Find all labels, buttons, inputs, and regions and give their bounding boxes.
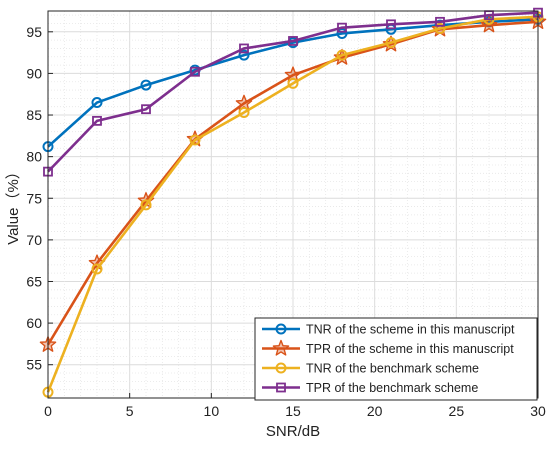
data-point — [92, 115, 102, 126]
y-axis-title: Value（%） — [5, 164, 22, 245]
data-point — [287, 77, 299, 89]
data-point — [91, 97, 103, 109]
y-tick-label: 85 — [26, 107, 42, 123]
data-point — [239, 43, 249, 54]
data-point — [141, 104, 151, 115]
x-tick-label: 10 — [204, 403, 220, 419]
data-point — [385, 37, 397, 49]
legend-marker — [276, 382, 286, 393]
y-tick-label: 55 — [26, 357, 42, 373]
data-point — [190, 66, 200, 77]
data-point — [91, 263, 103, 275]
data-point — [435, 16, 445, 27]
series-line-1 — [47, 18, 539, 148]
x-axis-title: SNR/dB — [266, 423, 320, 440]
series-line-2 — [46, 20, 539, 346]
series-line-3 — [46, 15, 539, 393]
x-tick-label: 30 — [530, 403, 546, 419]
x-tick-label: 5 — [126, 403, 134, 419]
legend-label: TPR of the scheme in this manuscript — [306, 342, 514, 356]
y-tick-label: 75 — [26, 190, 42, 206]
data-point — [238, 49, 250, 61]
y-tick-label: 80 — [26, 149, 42, 165]
legend-label: TNR of the scheme in this manuscript — [306, 323, 515, 337]
legend-marker — [275, 323, 287, 335]
data-point — [434, 22, 446, 34]
legend-marker — [275, 362, 287, 374]
data-point — [235, 94, 253, 111]
data-point — [140, 199, 152, 211]
x-tick-label: 25 — [449, 403, 465, 419]
data-point — [386, 19, 396, 30]
legend: TNR of the scheme in this manuscript TPR … — [254, 317, 538, 401]
data-point — [333, 48, 351, 65]
y-tick-label: 70 — [26, 232, 42, 248]
legend-label: TNR of the benchmark scheme — [306, 362, 479, 376]
data-point — [238, 107, 250, 119]
legend-box — [254, 317, 538, 401]
data-point — [140, 79, 152, 91]
x-tick-label: 20 — [367, 403, 383, 419]
x-tick-label: 15 — [285, 403, 301, 419]
y-tick-label: 65 — [26, 273, 42, 289]
legend-marker — [272, 339, 290, 356]
data-point — [337, 22, 347, 33]
data-point — [336, 49, 348, 61]
x-tick-label: 0 — [44, 403, 52, 419]
y-tick-label: 95 — [26, 24, 42, 40]
data-point — [189, 134, 201, 146]
axes-ticks: 0 5 10 15 20 25 30 55 60 65 70 75 80 85 90 95 — [26, 24, 546, 419]
y-tick-label: 60 — [26, 315, 42, 331]
y-tick-label: 90 — [26, 65, 42, 81]
legend-label: TPR of the benchmark scheme — [306, 381, 478, 395]
series-line-4 — [47, 11, 539, 173]
data-point — [288, 36, 298, 46]
